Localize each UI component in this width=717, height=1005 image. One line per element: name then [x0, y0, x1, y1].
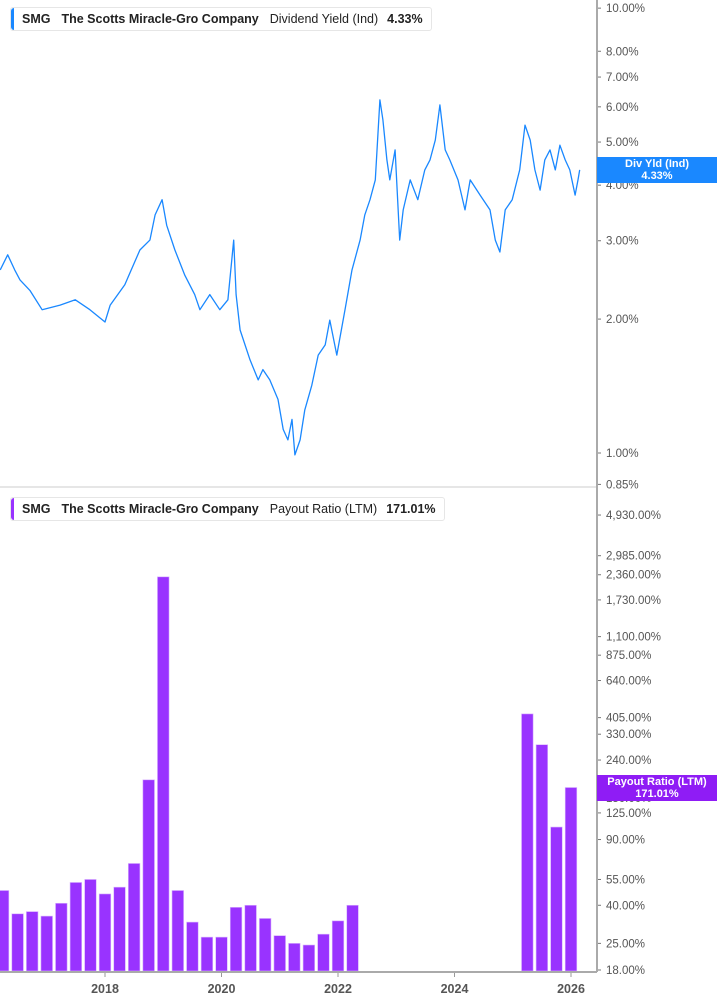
y-tick-label: 6.00%: [606, 102, 639, 114]
payout-bar[interactable]: [157, 576, 170, 972]
legend-ticker: SMG: [22, 502, 51, 516]
payout-bar[interactable]: [171, 890, 184, 972]
payout-bar[interactable]: [200, 936, 214, 972]
payout-bar[interactable]: [69, 882, 82, 972]
legend-company: The Scotts Miracle-Gro Company: [61, 12, 259, 26]
payout-bar[interactable]: [564, 787, 578, 972]
payout-bar[interactable]: [550, 826, 563, 972]
payout-bar[interactable]: [259, 918, 272, 972]
payout-bar[interactable]: [346, 904, 359, 972]
y-tick-label: 640.00%: [606, 676, 651, 688]
y-tick-label: 90.00%: [606, 835, 645, 847]
y-tick-label: 1,730.00%: [606, 595, 661, 607]
payout-bar[interactable]: [215, 936, 228, 972]
dividend-yield-line: [0, 99, 581, 456]
payout-bar[interactable]: [273, 935, 286, 972]
payout-bar[interactable]: [331, 920, 345, 972]
y-tick-label: 1.00%: [606, 448, 639, 460]
payout-bar[interactable]: [113, 886, 126, 972]
x-tick-label: 2026: [557, 982, 585, 996]
payout-bar[interactable]: [302, 944, 315, 972]
y-tick-label: 3.00%: [606, 236, 639, 248]
tag-value: 171.01%: [635, 788, 679, 800]
series-color-marker: [11, 498, 14, 520]
payout-bar[interactable]: [244, 904, 257, 972]
top-legend[interactable]: SMG The Scotts Miracle-Gro Company Divid…: [10, 7, 432, 31]
y-tick-label: 240.00%: [606, 755, 651, 767]
payout-bar[interactable]: [40, 915, 53, 972]
y-tick-label: 55.00%: [606, 874, 645, 886]
y-tick-label: 330.00%: [606, 729, 651, 741]
payout-bar[interactable]: [0, 890, 10, 972]
bottom-y-axis: 4,930.00% 2,985.00% 2,360.00% 1,730.00% 1,10…: [597, 510, 661, 977]
payout-bar[interactable]: [55, 902, 68, 972]
x-tick-label: 2024: [441, 982, 469, 996]
x-tick-label: 2020: [208, 982, 236, 996]
y-tick-label: 25.00%: [606, 938, 645, 950]
payout-ratio-value-tag: Payout Ratio (LTM) 171.01%: [597, 775, 717, 801]
payout-bar[interactable]: [26, 911, 39, 972]
y-tick-label: 8.00%: [606, 46, 639, 58]
payout-bar[interactable]: [11, 913, 24, 972]
payout-bar[interactable]: [98, 893, 112, 972]
payout-bar[interactable]: [84, 879, 97, 972]
y-tick-label: 2.00%: [606, 314, 639, 326]
payout-bar[interactable]: [535, 744, 548, 972]
tag-label: Div Yld (Ind): [625, 158, 689, 170]
payout-bar[interactable]: [186, 921, 199, 972]
tag-label: Payout Ratio (LTM): [607, 776, 707, 788]
payout-bar[interactable]: [142, 779, 155, 972]
y-tick-label: 2,360.00%: [606, 570, 661, 582]
y-tick-label: 5.00%: [606, 137, 639, 149]
series-color-marker: [11, 8, 14, 30]
y-tick-label: 0.85%: [606, 479, 639, 491]
legend-metric: Payout Ratio (LTM): [269, 502, 378, 516]
y-tick-label: 10.00%: [606, 3, 645, 15]
y-tick-label: 4,930.00%: [606, 510, 661, 522]
legend-value: 171.01%: [386, 502, 436, 516]
y-tick-label: 1,100.00%: [606, 632, 661, 644]
y-tick-label: 40.00%: [606, 900, 645, 912]
y-tick-label: 2,985.00%: [606, 551, 661, 563]
x-tick-label: 2018: [91, 982, 119, 996]
legend-company: The Scotts Miracle-Gro Company: [61, 502, 259, 516]
y-tick-label: 4.00%: [606, 180, 639, 192]
top-y-axis: 10.00% 8.00% 7.00% 6.00% 5.00% 4.00% 3.00% 2.00…: [597, 3, 645, 491]
y-tick-label: 125.00%: [606, 808, 651, 820]
tag-value: 4.33%: [641, 170, 673, 182]
y-tick-label: 7.00%: [606, 72, 639, 84]
payout-bar[interactable]: [128, 863, 141, 972]
legend-ticker: SMG: [22, 12, 51, 26]
payout-bar[interactable]: [288, 943, 301, 972]
dividend-yield-value-tag: Div Yld (Ind) 4.33%: [597, 157, 717, 183]
y-tick-label: 405.00%: [606, 713, 651, 725]
legend-metric: Dividend Yield (Ind): [269, 12, 379, 26]
payout-bar[interactable]: [317, 933, 330, 972]
payout-bars: [0, 576, 578, 972]
bottom-legend[interactable]: SMG The Scotts Miracle-Gro Company Payou…: [10, 497, 445, 521]
payout-bar[interactable]: [521, 713, 534, 972]
legend-value: 4.33%: [387, 12, 423, 26]
y-tick-label: 18.00%: [606, 965, 645, 977]
x-tick-label: 2022: [324, 982, 352, 996]
y-tick-label: 875.00%: [606, 650, 651, 662]
x-axis: 2018 2020 2022 2024 2026: [91, 972, 585, 996]
dividend-yield-series[interactable]: [0, 99, 581, 456]
payout-bar[interactable]: [229, 907, 243, 972]
